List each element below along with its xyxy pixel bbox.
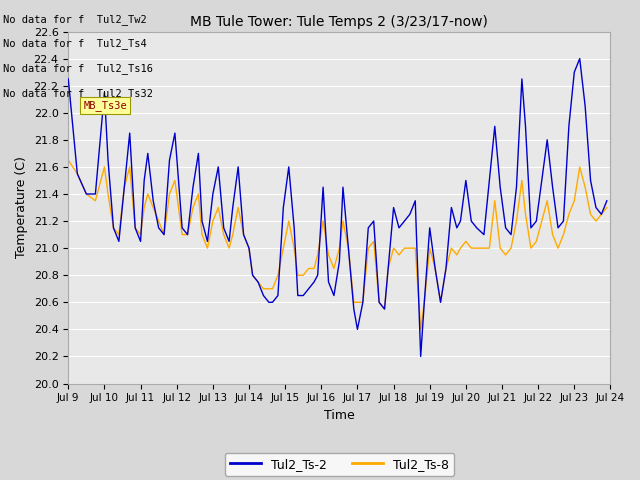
Text: No data for f  Tul2_Tw2: No data for f Tul2_Tw2 (3, 13, 147, 24)
X-axis label: Time: Time (324, 409, 355, 422)
Text: No data for f  Tul2_Ts32: No data for f Tul2_Ts32 (3, 88, 153, 99)
Title: MB Tule Tower: Tule Temps 2 (3/23/17-now): MB Tule Tower: Tule Temps 2 (3/23/17-now… (191, 15, 488, 29)
Text: No data for f  Tul2_Ts4: No data for f Tul2_Ts4 (3, 38, 147, 49)
Text: MB_Ts3e: MB_Ts3e (83, 100, 127, 111)
Y-axis label: Temperature (C): Temperature (C) (15, 156, 28, 258)
Legend: Tul2_Ts-2, Tul2_Ts-8: Tul2_Ts-2, Tul2_Ts-8 (225, 453, 454, 476)
Text: No data for f  Tul2_Ts16: No data for f Tul2_Ts16 (3, 63, 153, 74)
